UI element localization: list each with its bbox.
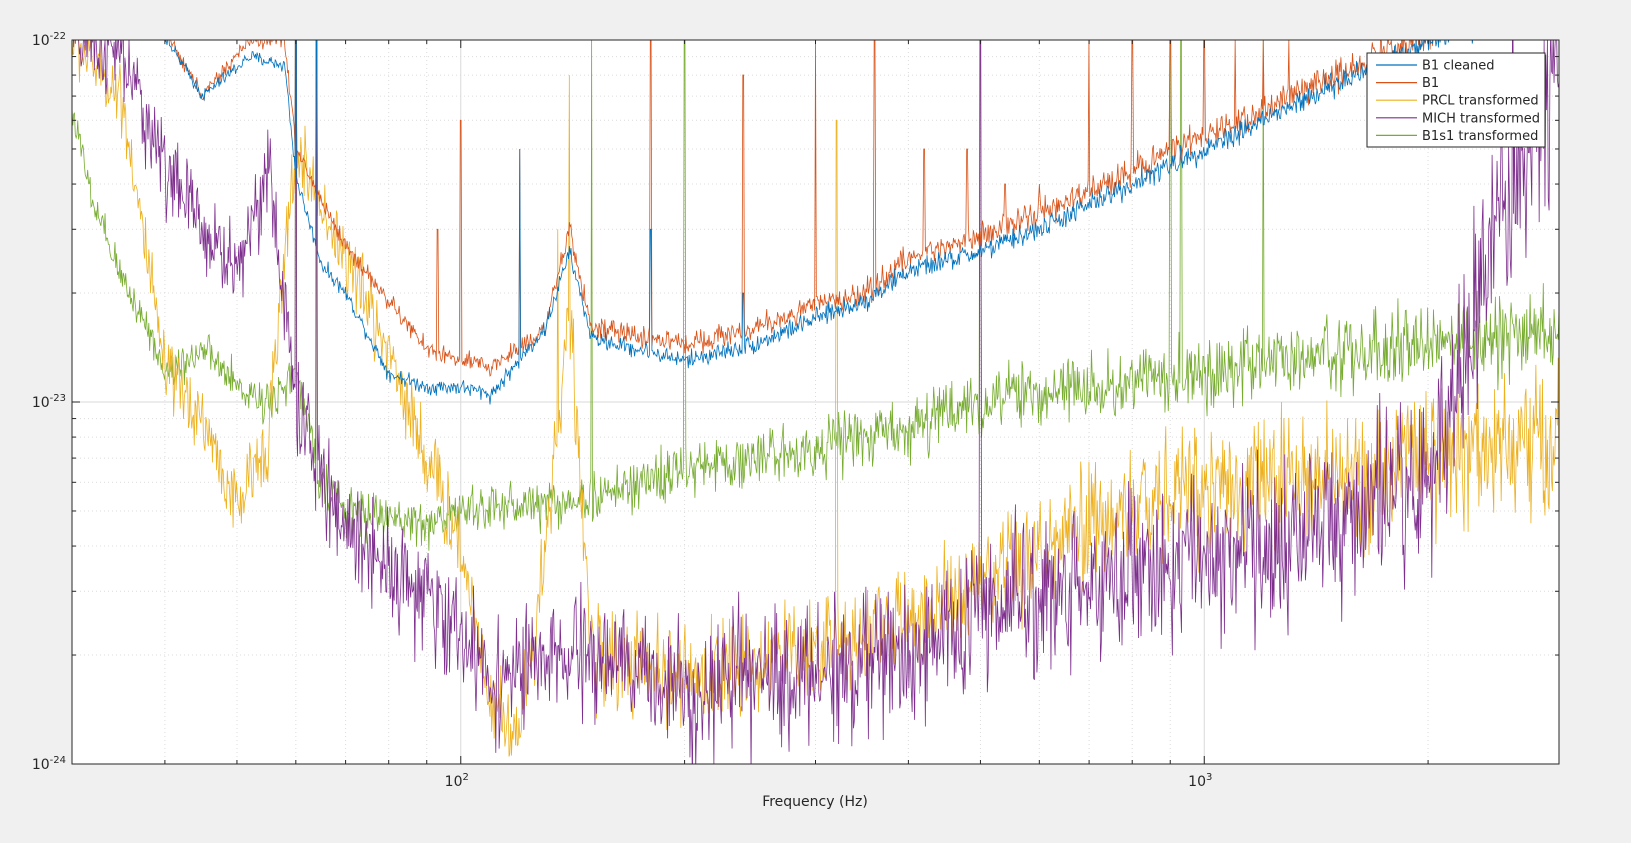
legend-label-b1-cleaned: B1 cleaned	[1422, 59, 1495, 74]
y-tick-label: 10-24	[32, 755, 66, 773]
legend-label-b1s1-transformed: B1s1 transformed	[1422, 129, 1538, 144]
series-line-mich-transformed	[72, 40, 1559, 764]
y-tick-label: 10-23	[32, 393, 66, 411]
x-tick-label: 102	[445, 772, 469, 790]
series-line-b1-cleaned	[163, 40, 1474, 405]
legend-label-prcl-transformed: PRCL transformed	[1422, 94, 1539, 109]
series-layer	[72, 40, 1559, 764]
tick-marks	[72, 39, 1559, 765]
series-line-b1s1-transformed	[72, 40, 1559, 551]
series-line-prcl-transformed	[72, 40, 1559, 757]
series-line-b1	[166, 40, 1434, 377]
x-tick-label: 103	[1188, 772, 1212, 790]
y-tick-label: 10-22	[32, 31, 66, 49]
x-axis-label: Frequency (Hz)	[762, 794, 868, 810]
tick-labels: 102 103 10-24 10-23 10-22	[32, 31, 1213, 790]
legend-label-b1: B1	[1422, 76, 1439, 91]
legend-label-mich-transformed: MICH transformed	[1422, 111, 1540, 126]
legend[interactable]: B1 cleaned B1 PRCL transformed MICH transfo…	[1366, 52, 1546, 148]
legend-entries: B1 cleaned B1 PRCL transformed MICH transfo…	[1376, 59, 1540, 144]
